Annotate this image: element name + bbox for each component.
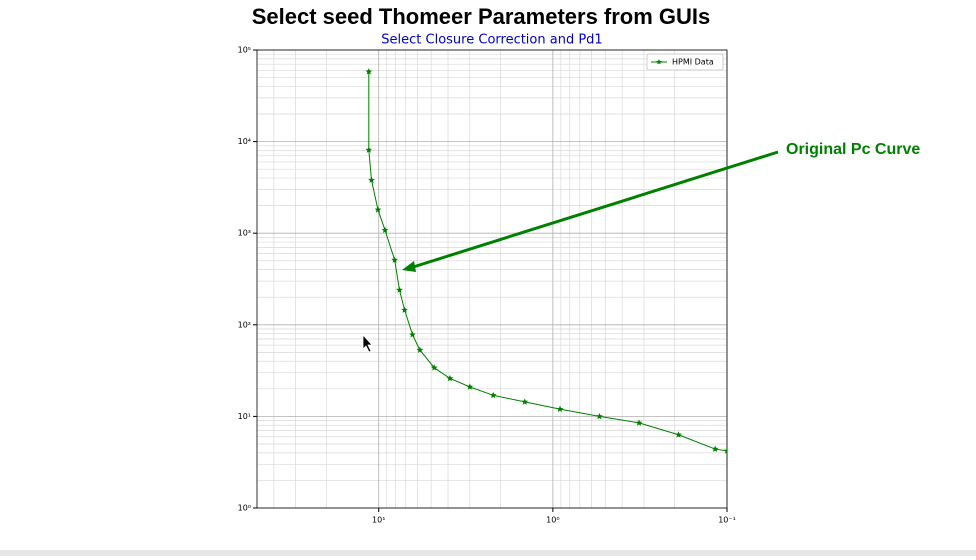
data-point [374, 206, 382, 213]
plot-frame [256, 49, 728, 509]
y-tick-label: 10⁴ [238, 137, 251, 146]
legend-label: HPMI Data [672, 58, 714, 67]
arrow-head [402, 261, 416, 272]
y-tick-label: 10² [238, 320, 251, 329]
data-point [365, 68, 373, 75]
data-point [723, 447, 727, 454]
data-point [521, 398, 529, 405]
data-point [446, 374, 454, 382]
chart-subtitle: Select Closure Correction and Pd1 [381, 33, 602, 48]
legend-box [646, 53, 724, 71]
data-point [381, 226, 389, 233]
data-point [489, 391, 497, 399]
bottom-bar [0, 550, 976, 556]
y-tick-label: 10⁵ [238, 46, 251, 55]
data-point [596, 412, 603, 420]
x-tick-label: 10⁰ [546, 516, 559, 525]
data-point [368, 176, 375, 183]
data-point [401, 306, 408, 313]
data-point [430, 364, 438, 371]
y-tick-label: 10⁰ [238, 504, 251, 513]
y-tick-label: 10¹ [238, 412, 251, 421]
data-point [409, 331, 416, 338]
data-point [711, 445, 719, 452]
data-point [391, 256, 398, 263]
data-line [368, 71, 727, 452]
y-tick-label: 10³ [238, 229, 251, 238]
x-tick-label: 10⁻¹ [718, 516, 736, 525]
x-tick-label: 10¹ [372, 516, 385, 525]
slide-title: Select seed Thomeer Parameters from GUIs [252, 4, 711, 29]
data-point [635, 419, 643, 426]
data-point [416, 346, 424, 353]
plot-area: 10⁰ 10¹ 10² 10³ 10⁴ 10⁵ 10¹ 10⁰ 10⁻¹ HPMI Data [238, 46, 736, 525]
annotation-arrow [409, 150, 779, 270]
mouse-cursor [362, 333, 373, 353]
data-point [675, 431, 682, 438]
data-point [556, 405, 564, 412]
data-point [396, 286, 403, 293]
data-point [365, 146, 373, 153]
legend-marker [656, 59, 662, 65]
annotation: Original Pc Curve [786, 141, 920, 158]
data-point [466, 383, 474, 390]
